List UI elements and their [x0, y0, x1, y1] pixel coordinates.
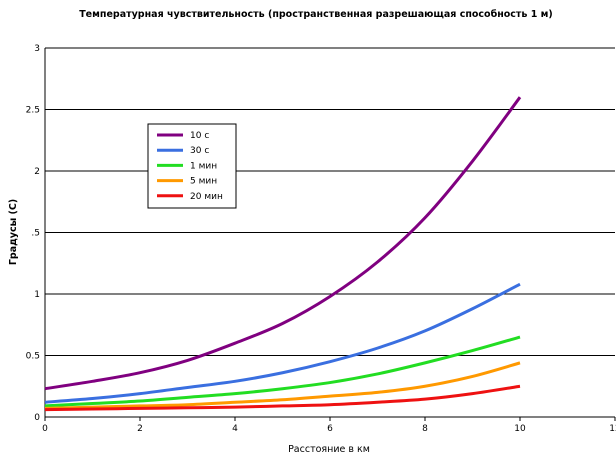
x-tick-label: 8: [422, 424, 428, 434]
x-tick-label: 4: [232, 424, 238, 434]
legend: 10 с 30 с 1 мин 5 мин 20 мин: [147, 123, 237, 209]
series-line: [44, 96, 522, 391]
y-tick-label: 1: [34, 290, 40, 300]
x-tick-label: 12: [609, 424, 616, 434]
y-axis-label: Градусы (C): [8, 199, 19, 265]
legend-label: 5 мин: [190, 177, 217, 187]
legend-label: 20 мин: [190, 192, 223, 202]
y-tick-label: 0.5: [26, 352, 40, 362]
series-lines: [44, 96, 522, 412]
y-tick-label: 2: [34, 167, 40, 177]
chart-title: Температурная чувствительность (простран…: [79, 9, 553, 20]
x-tick-label: 0: [42, 424, 48, 434]
series-line: [44, 361, 521, 410]
x-tick-label: 2: [137, 424, 143, 434]
legend-label: 10 с: [190, 131, 209, 141]
x-axis-label: Расстояние в км: [288, 444, 370, 455]
legend-label: 30 с: [190, 146, 209, 156]
axes: [44, 48, 616, 421]
series-line: [44, 335, 521, 408]
x-tick-label: 10: [514, 424, 526, 434]
legend-label: 1 мин: [190, 161, 217, 171]
y-tick-label: 2.5: [26, 106, 40, 116]
series-line: [44, 282, 521, 404]
grid-lines: [45, 47, 615, 356]
legend-box: [147, 123, 237, 209]
y-tick-label: 3: [34, 44, 40, 54]
series-line: [44, 384, 521, 412]
x-tick-labels: 0 2 4 6 8 10 12: [42, 424, 616, 434]
legend-items: 10 с 30 с 1 мин 5 мин 20 мин: [157, 131, 223, 202]
y-tick-label: .5: [31, 229, 40, 239]
y-tick-label: 0: [34, 413, 40, 423]
y-tick-labels: 0 0.5 1 .5 2 2.5 3: [26, 44, 41, 423]
x-tick-label: 6: [327, 424, 333, 434]
